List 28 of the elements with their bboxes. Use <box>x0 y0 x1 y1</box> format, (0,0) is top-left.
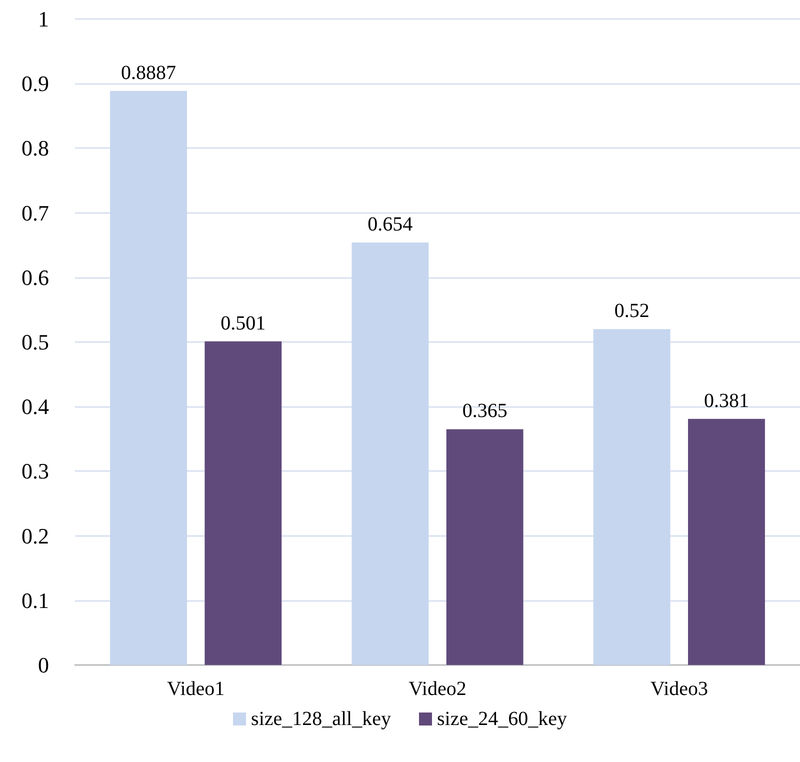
y-tick-label: 0.8 <box>22 136 49 161</box>
y-tick-label: 0.2 <box>22 523 49 548</box>
bar <box>110 90 187 665</box>
x-tick-label: Video1 <box>166 678 225 700</box>
y-tick-label: 0.1 <box>22 588 49 613</box>
y-tick-label: 0.4 <box>22 394 49 420</box>
y-tick-label: 0.6 <box>22 264 49 290</box>
bar <box>688 418 765 665</box>
data-label: 0.52 <box>614 300 650 322</box>
legend-label: size_128_all_key <box>251 708 392 730</box>
bar <box>446 429 524 665</box>
data-label: 0.8887 <box>121 62 176 84</box>
y-tick-label: 0.3 <box>22 458 49 484</box>
y-tick-label: 1 <box>38 6 49 32</box>
x-tick-label: Video2 <box>408 678 466 700</box>
data-label: 0.381 <box>704 390 749 412</box>
data-label: 0.501 <box>220 312 266 334</box>
x-tick-label: Video3 <box>650 678 708 700</box>
bar <box>593 329 670 665</box>
y-tick-label: 0 <box>38 652 49 678</box>
legend-label: size_24_60_key <box>436 708 567 730</box>
data-label: 0.654 <box>368 214 413 236</box>
y-tick-label: 0.7 <box>22 200 49 226</box>
y-tick-label: 0.9 <box>22 71 49 96</box>
y-tick-label: 0.5 <box>22 330 49 354</box>
data-label: 0.365 <box>462 400 508 422</box>
bar <box>352 242 429 665</box>
bar <box>204 341 282 665</box>
